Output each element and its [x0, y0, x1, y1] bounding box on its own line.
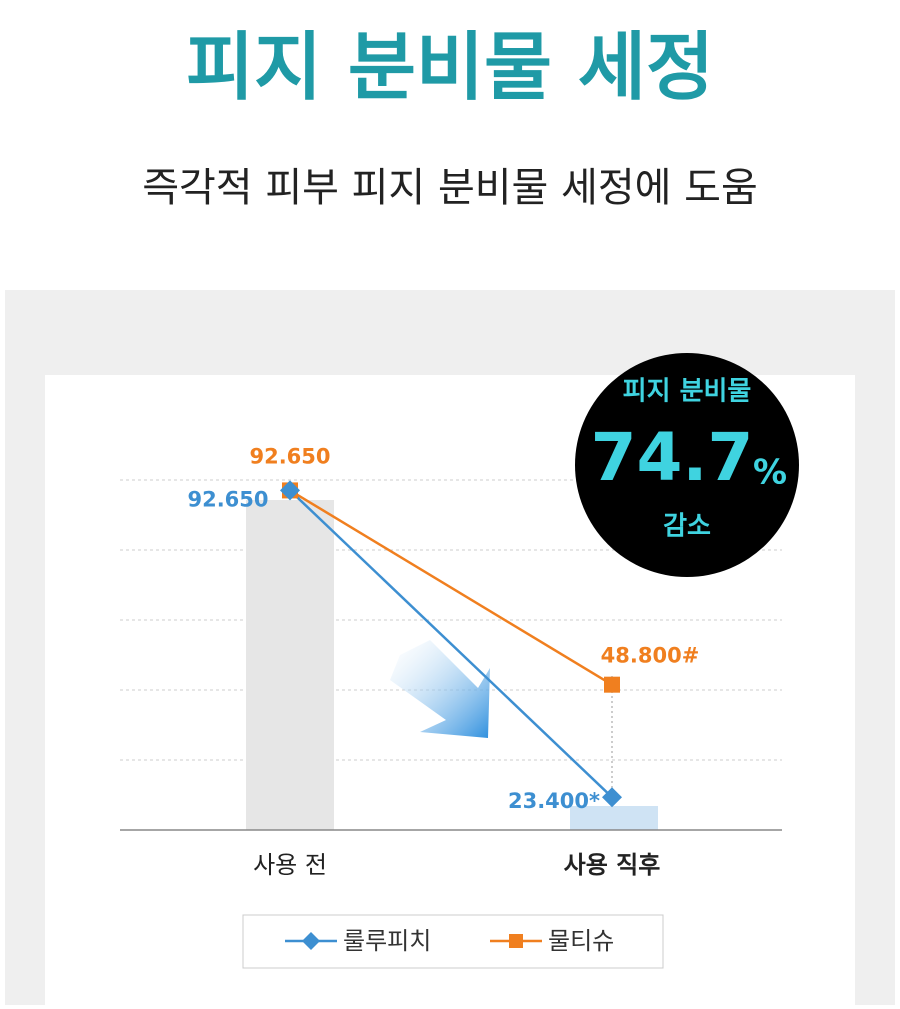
badge-value: 74.7: [591, 419, 754, 496]
legend-label: 물티슈: [548, 927, 614, 955]
badge-top: 피지 분비물: [623, 377, 752, 407]
bar-before: [246, 500, 334, 830]
legend-label: 룰루피치: [343, 927, 431, 955]
down-arrow: [390, 640, 490, 738]
x-tick-label: 사용 직후: [564, 851, 661, 879]
marker: [602, 787, 622, 808]
subtitle: 즉각적 피부 피지 분비물 세정에 도움: [142, 165, 758, 211]
x-tick-label: 사용 전: [253, 851, 327, 879]
badge-bottom: 감소: [663, 512, 711, 542]
bar-after: [570, 806, 658, 830]
badge: [575, 353, 799, 577]
legend-marker: [302, 932, 320, 950]
marker: [604, 676, 620, 693]
headline: 피지 분비물 세정: [186, 25, 714, 111]
data-label: 48.800#: [601, 644, 700, 668]
legend-marker: [509, 934, 523, 948]
data-label: 23.400*: [508, 789, 600, 813]
series-line: [289, 489, 613, 686]
series-line: [289, 489, 613, 799]
data-label: 92.650: [187, 487, 268, 511]
marker: [280, 480, 300, 501]
data-label: 92.650: [249, 444, 330, 468]
badge-unit: %: [753, 453, 787, 493]
